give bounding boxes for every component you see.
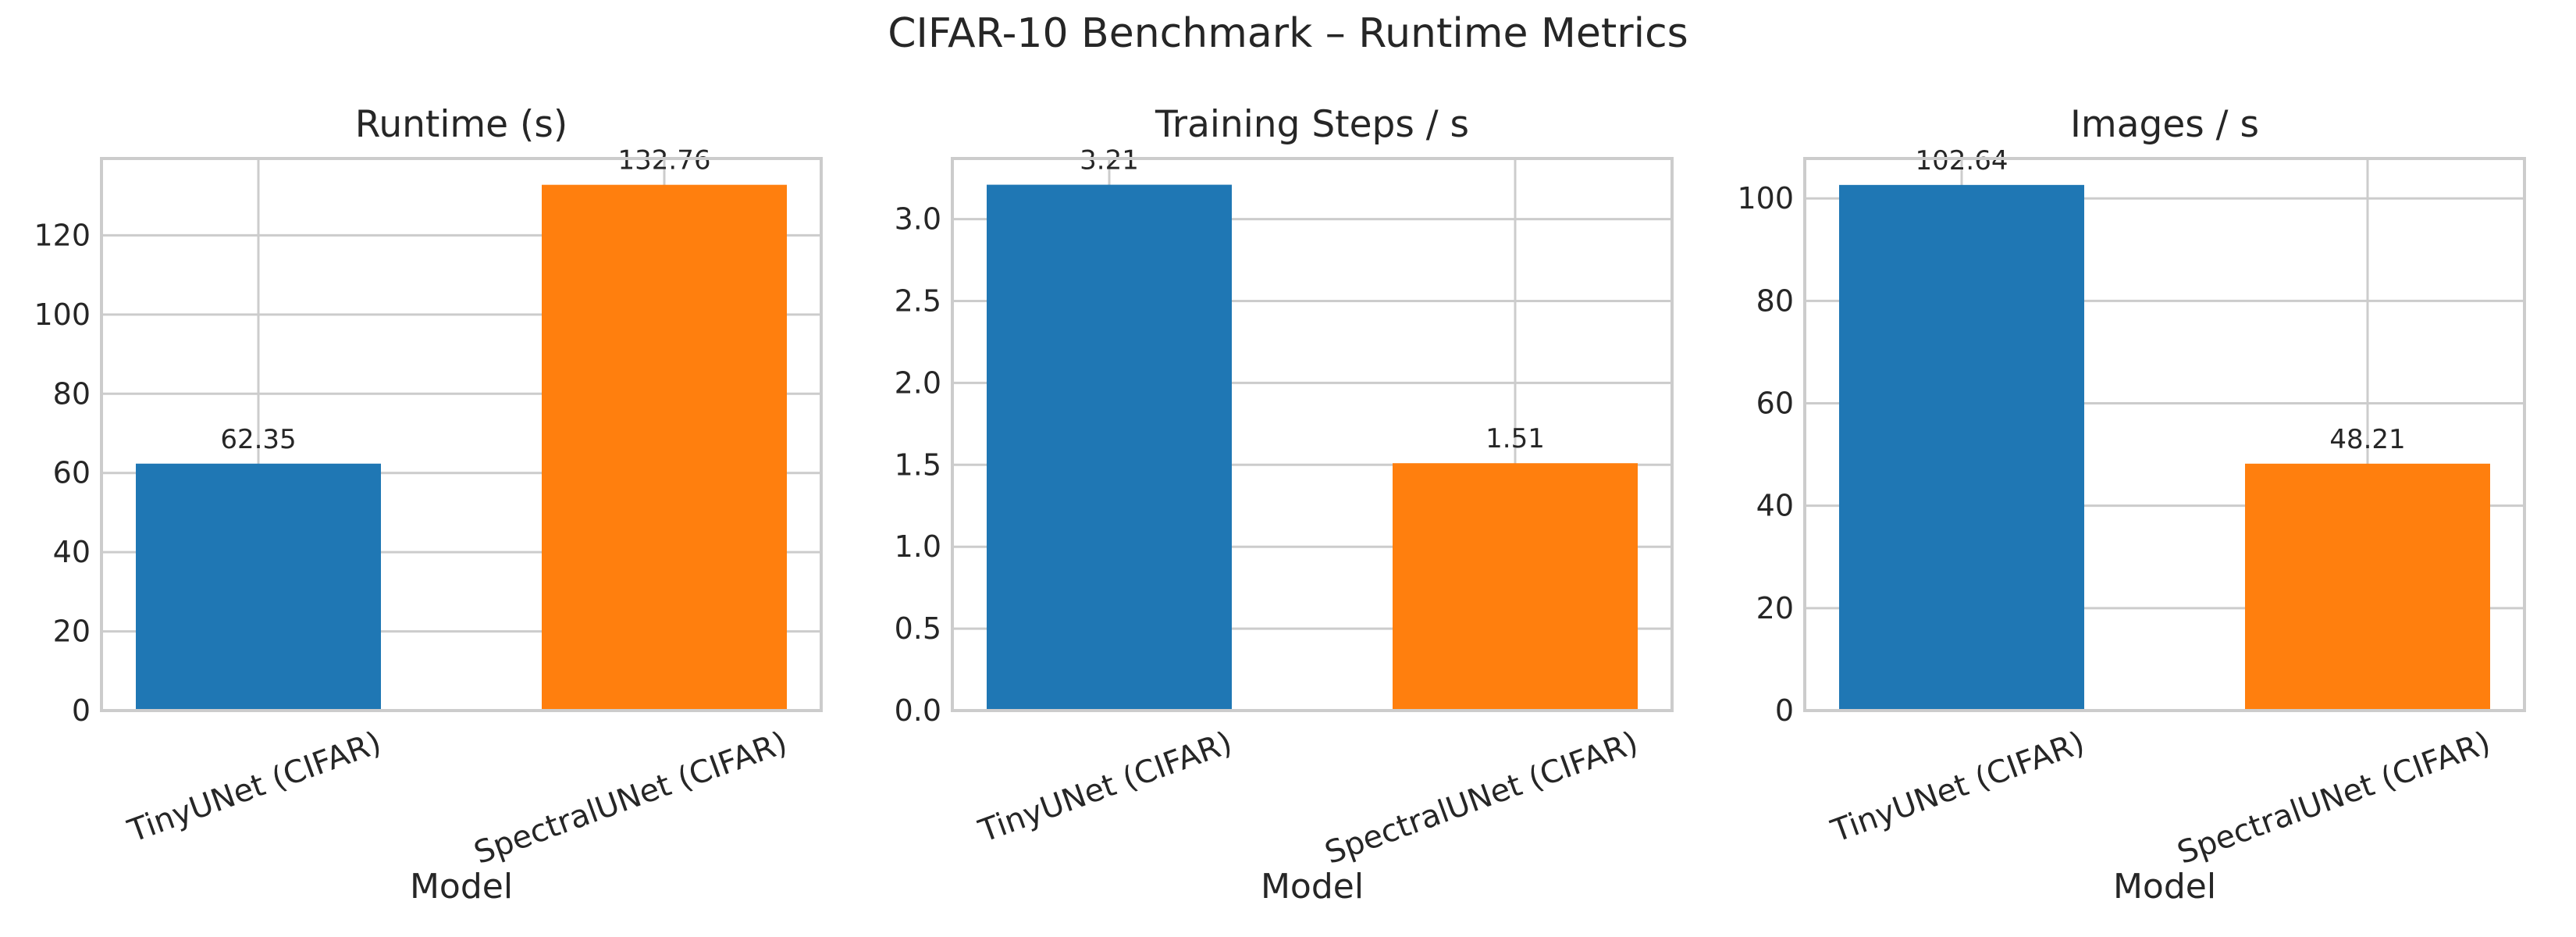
chart-panels: Runtime (s) 0 20 40 60 80 100 120 62.35 132.76 Tin…	[34, 103, 2526, 907]
x-tick-label: TinyUNet (CIFAR)	[123, 725, 386, 850]
chart-panel-2: Training Steps / s 0.0 0.5 1.0 1.5 2.0 2.5 3.0 3…	[895, 103, 1674, 907]
y-tick-label: 2.0	[895, 365, 941, 400]
y-tick-label: 60	[1756, 386, 1794, 420]
y-tick-label: 100	[34, 297, 91, 332]
figure-title: CIFAR-10 Benchmark – Runtime Metrics	[888, 10, 1688, 57]
panel-title: Runtime (s)	[355, 103, 568, 146]
bar-value-label: 48.21	[2329, 424, 2405, 455]
bar-value-label: 102.64	[1916, 145, 2008, 176]
y-tick-label: 1.0	[895, 529, 941, 564]
bar-tinyunet	[1838, 184, 2084, 711]
panel-title: Images / s	[2070, 103, 2259, 146]
y-tick-label: 80	[53, 376, 91, 411]
y-tick-label: 1.5	[895, 447, 941, 482]
plot-frame	[951, 157, 1674, 712]
y-tick-label: 80	[1756, 283, 1794, 318]
bar-value-label: 62.35	[220, 424, 296, 455]
plot-frame	[100, 157, 823, 712]
chart-panel-1: Runtime (s) 0 20 40 60 80 100 120 62.35 132.76 Tin…	[34, 103, 823, 907]
panel-title: Training Steps / s	[1155, 103, 1469, 146]
y-tick-label: 0	[72, 693, 91, 728]
chart-panel-3: Images / s 0 20 40 60 80 100 102.64 48.21 TinyUNe…	[1737, 103, 2526, 907]
x-tick-label: TinyUNet (CIFAR)	[973, 725, 1236, 850]
bar-value-label: 3.21	[1080, 145, 1139, 176]
y-tick-label: 0	[1775, 693, 1794, 728]
bar-tinyunet	[135, 463, 381, 711]
y-tick-label: 100	[1737, 181, 1794, 216]
bar-value-label: 1.51	[1485, 423, 1545, 454]
x-axis-label: Model	[2113, 867, 2216, 907]
y-tick-label: 60	[53, 456, 91, 490]
x-axis-label: Model	[410, 867, 513, 907]
y-tick-label: 40	[53, 535, 91, 569]
y-tick-label: 120	[34, 218, 91, 252]
plot-frame	[1803, 157, 2526, 712]
x-tick-label: SpectralUNet (CIFAR)	[2172, 725, 2495, 871]
y-tick-label: 2.5	[895, 284, 941, 319]
y-tick-label: 0.0	[895, 693, 941, 728]
bar-value-label: 132.76	[618, 145, 711, 176]
x-tick-label: TinyUNet (CIFAR)	[1826, 725, 2089, 850]
x-axis-label: Model	[1261, 867, 1364, 907]
bar-spectralunet	[2245, 463, 2491, 711]
x-tick-label: SpectralUNet (CIFAR)	[1320, 725, 1642, 871]
bar-spectralunet	[542, 184, 788, 711]
y-tick-label: 0.5	[895, 611, 941, 646]
y-tick-label: 20	[53, 615, 91, 649]
bar-tinyunet	[986, 184, 1232, 711]
y-tick-label: 40	[1756, 489, 1794, 523]
x-tick-label: SpectralUNet (CIFAR)	[469, 725, 792, 871]
bar-spectralunet	[1393, 463, 1638, 711]
y-tick-label: 20	[1756, 591, 1794, 625]
y-tick-label: 3.0	[895, 202, 941, 237]
